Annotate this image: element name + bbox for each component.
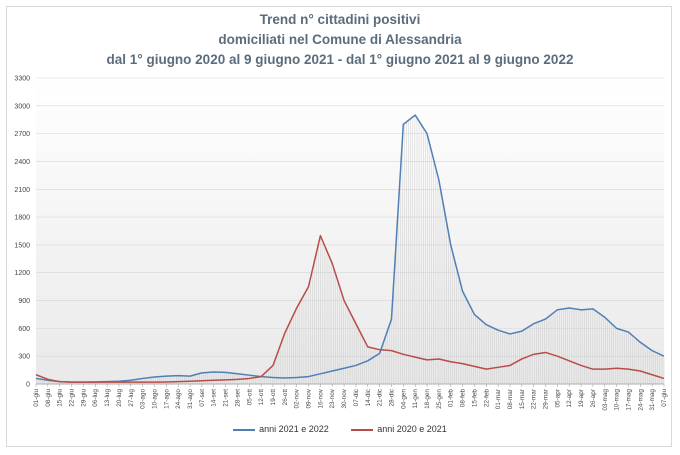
- y-tick-label: 3000: [14, 103, 30, 110]
- x-tick-label: 29-mar: [543, 388, 550, 409]
- x-tick-label: 22-feb: [483, 389, 490, 408]
- x-tick-label: 31-mag: [649, 389, 656, 411]
- x-tick-label: 15-feb: [471, 389, 478, 408]
- x-tick-label: 10-ago: [151, 389, 158, 409]
- y-tick-label: 1800: [14, 215, 30, 222]
- x-tick-label: 15-mar: [519, 388, 526, 409]
- x-tick-label: 20-lug: [116, 389, 123, 407]
- x-tick-label: 12-apr: [566, 388, 573, 407]
- x-tick-label: 16-nov: [317, 388, 324, 408]
- y-tick-label: 600: [18, 326, 30, 333]
- x-tick-label: 19-apr: [578, 388, 585, 407]
- legend: anni 2021 e 2022 anni 2020 e 2021: [0, 424, 680, 434]
- x-tick-label: 29-giu: [80, 389, 87, 407]
- x-tick-label: 31-ago: [187, 389, 194, 409]
- y-tick-label: 2700: [14, 131, 30, 138]
- chart-title-line-2: domiciliati nel Comune di Alessandria: [218, 32, 462, 47]
- legend-swatch-red: [351, 428, 374, 431]
- y-tick-label: 900: [18, 298, 30, 305]
- x-tick-label: 15-giu: [57, 389, 64, 407]
- x-tick-label: 22-giu: [69, 389, 76, 407]
- x-tick-label: 01-giu: [33, 389, 40, 407]
- y-tick-label: 3300: [14, 76, 30, 83]
- x-tick-label: 24-ago: [175, 389, 182, 409]
- x-tick-label: 08-mar: [507, 388, 514, 409]
- x-tick-label: 10-mag: [614, 389, 621, 411]
- series-line-1: [35, 234, 665, 383]
- x-tick-label: 08-giu: [45, 389, 52, 407]
- y-tick-label: 0: [26, 382, 30, 389]
- x-tick-label: 26-apr: [590, 388, 597, 407]
- y-tick-label: 1200: [14, 270, 30, 277]
- x-tick-label: 27-lug: [128, 389, 135, 407]
- series-line-0: [35, 114, 665, 383]
- legend-label-2020-2021: anni 2020 e 2021: [377, 424, 447, 434]
- x-tick-label: 17-mag: [625, 389, 632, 411]
- chart-title-line-1: Trend n° cittadini positivi: [259, 12, 421, 27]
- x-tick-label: 08-feb: [460, 389, 467, 408]
- x-tick-label: 21-dic: [377, 388, 384, 406]
- x-tick-label: 26-ott: [282, 389, 289, 406]
- x-tick-label: 22-mar: [531, 388, 538, 409]
- x-tick-label: 28-dic: [388, 388, 395, 406]
- y-tick-label: 2100: [14, 187, 30, 194]
- chart-title-line-3: dal 1° giugno 2020 al 9 giugno 2021 - da…: [106, 52, 574, 67]
- x-tick-label: 06-lug: [92, 389, 99, 407]
- x-tick-label: 28-set: [234, 389, 241, 407]
- legend-item-2021-2022: anni 2021 e 2022: [233, 424, 329, 434]
- x-axis: 01-giu 08-giu 15-giu 22-giu 29-giu 06-lug 13-l…: [33, 383, 668, 411]
- x-tick-label: 07-set: [199, 389, 206, 407]
- y-axis: 0 300 600 900 1200 1500 1800 2100 2400 2700 3000 33…: [14, 76, 30, 389]
- x-tick-label: 07-dic: [353, 388, 360, 406]
- series-lines: [35, 114, 665, 383]
- x-tick-label: 19-ott: [270, 389, 277, 406]
- x-tick-label: 01-feb: [448, 389, 455, 408]
- x-tick-label: 07-giu: [661, 389, 668, 407]
- x-tick-label: 05-ott: [246, 389, 253, 406]
- x-tick-label: 14-set: [211, 389, 218, 407]
- x-tick-label: 01-mar: [495, 388, 502, 409]
- x-tick-label: 13-lug: [104, 389, 111, 407]
- x-tick-label: 05-apr: [554, 388, 561, 407]
- x-tick-label: 24-mag: [637, 389, 644, 411]
- y-tick-label: 1500: [14, 242, 30, 249]
- legend-item-2020-2021: anni 2020 e 2021: [351, 424, 447, 434]
- x-tick-label: 18-gen: [424, 389, 431, 409]
- x-tick-label: 14-dic: [365, 388, 372, 406]
- x-tick-label: 02-nov: [294, 388, 301, 408]
- x-tick-label: 04-gen: [400, 389, 407, 409]
- x-tick-label: 21-set: [223, 389, 230, 407]
- x-tick-label: 12-ott: [258, 389, 265, 406]
- x-tick-label: 09-nov: [306, 388, 313, 408]
- x-tick-label: 17-ago: [163, 389, 170, 409]
- y-tick-label: 300: [18, 354, 30, 361]
- x-tick-label: 30-nov: [341, 388, 348, 408]
- x-tick-label: 25-gen: [436, 389, 443, 409]
- x-tick-label: 23-nov: [329, 388, 336, 408]
- legend-swatch-blue: [233, 428, 256, 431]
- x-tick-label: 03-ago: [140, 389, 147, 409]
- y-tick-label: 2400: [14, 159, 30, 166]
- x-tick-label: 03-mag: [602, 389, 609, 411]
- legend-label-2021-2022: anni 2021 e 2022: [259, 424, 329, 434]
- x-tick-label: 11-gen: [412, 389, 419, 409]
